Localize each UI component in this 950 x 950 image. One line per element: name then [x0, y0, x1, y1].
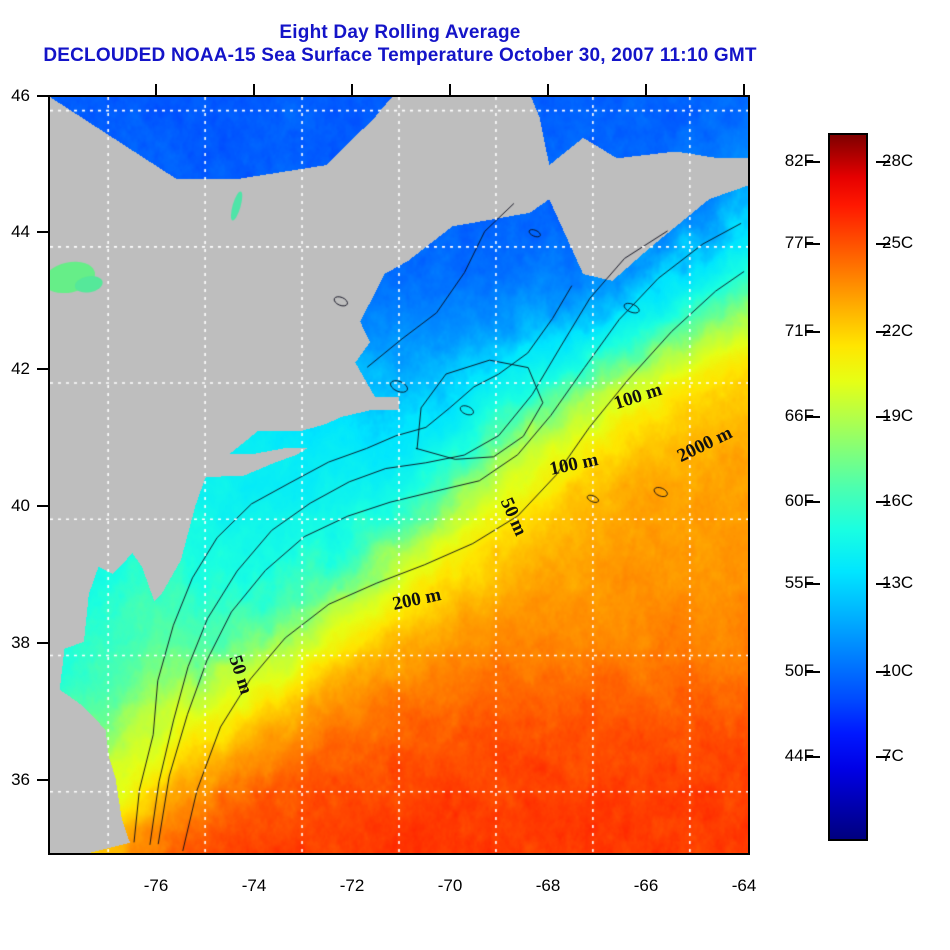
- x-axis-tick: [645, 84, 647, 95]
- x-axis-label: -64: [731, 876, 757, 895]
- colorbar-label-fahrenheit: 50F: [784, 661, 814, 681]
- colorbar-label-celsius: 13C: [882, 572, 914, 592]
- colorbar-tick: [806, 671, 820, 674]
- y-axis-tick: [37, 505, 48, 507]
- colorbar-label-fahrenheit: 82F: [784, 151, 814, 171]
- colorbar-label-celsius: 19C: [882, 406, 914, 426]
- colorbar-tick: [876, 671, 890, 674]
- x-axis-label: -76: [143, 876, 169, 895]
- colorbar-label-celsius: 16C: [882, 491, 914, 511]
- colorbar-tick: [876, 161, 890, 164]
- colorbar-label-fahrenheit: 44F: [784, 746, 814, 766]
- colorbar-tick: [806, 331, 820, 334]
- colorbar-tick: [876, 416, 890, 419]
- colorbar-label-celsius: 25C: [882, 232, 914, 252]
- colorbar-tick: [876, 582, 890, 585]
- chart-title-block: Eight Day Rolling Average DECLOUDED NOAA…: [0, 22, 800, 68]
- colorbar-label-fahrenheit: 55F: [784, 572, 814, 592]
- colorbar-tick: [806, 416, 820, 419]
- x-axis-label: -70: [437, 876, 463, 895]
- colorbar-tick: [876, 242, 890, 245]
- colorbar-tick: [806, 501, 820, 504]
- page-title: DECLOUDED NOAA-15 Sea Surface Temperatur…: [43, 45, 757, 66]
- x-axis-label: -68: [535, 876, 561, 895]
- colorbar-label-celsius: 28C: [882, 151, 914, 171]
- x-axis-tick: [253, 84, 255, 95]
- x-axis-tick: [547, 84, 549, 95]
- y-axis-label: 42: [11, 359, 30, 378]
- colorbar-label-celsius: 7C: [882, 746, 904, 766]
- colorbar-gradient: [828, 133, 868, 841]
- colorbar-label-fahrenheit: 77F: [784, 232, 814, 252]
- colorbar-label-fahrenheit: 60F: [784, 491, 814, 511]
- colorbar-label-fahrenheit: 71F: [784, 321, 814, 341]
- y-axis-label: 38: [11, 633, 30, 652]
- x-axis-tick: [351, 84, 353, 95]
- temperature-colorbar: 82F 28C 77F 25C 71F 22C 66F 19C 60F 16C 55F 13C 50F 1…: [785, 133, 913, 841]
- colorbar-tick: [876, 501, 890, 504]
- colorbar-label-fahrenheit: 66F: [784, 406, 814, 426]
- x-axis-tick: [449, 84, 451, 95]
- y-axis-label: 44: [11, 222, 30, 241]
- x-axis-tick: [155, 84, 157, 95]
- colorbar-tick: [806, 756, 820, 759]
- colorbar-tick: [806, 242, 820, 245]
- colorbar-tick: [876, 756, 890, 759]
- sea-surface-temperature-heatmap: [50, 97, 748, 853]
- x-axis-tick: [743, 84, 745, 95]
- colorbar-label-celsius: 10C: [882, 661, 914, 681]
- x-axis-label: -66: [633, 876, 659, 895]
- y-axis-label: 46: [11, 86, 30, 105]
- y-axis-tick: [37, 95, 48, 97]
- y-axis-label: 36: [11, 770, 30, 789]
- colorbar-tick: [806, 161, 820, 164]
- colorbar-tick: [806, 582, 820, 585]
- y-axis-tick: [37, 779, 48, 781]
- x-axis-label: -74: [241, 876, 267, 895]
- y-axis-tick: [37, 642, 48, 644]
- y-axis-tick: [37, 368, 48, 370]
- y-axis-tick: [37, 231, 48, 233]
- colorbar-tick: [876, 331, 890, 334]
- sst-map-plot-area: 100 m 100 m 2000 m 50 m 200 m 50 m: [48, 95, 750, 855]
- colorbar-label-celsius: 22C: [882, 321, 914, 341]
- y-axis-label: 40: [11, 496, 30, 515]
- x-axis-label: -72: [339, 876, 365, 895]
- chart-subtitle: Eight Day Rolling Average: [279, 22, 521, 43]
